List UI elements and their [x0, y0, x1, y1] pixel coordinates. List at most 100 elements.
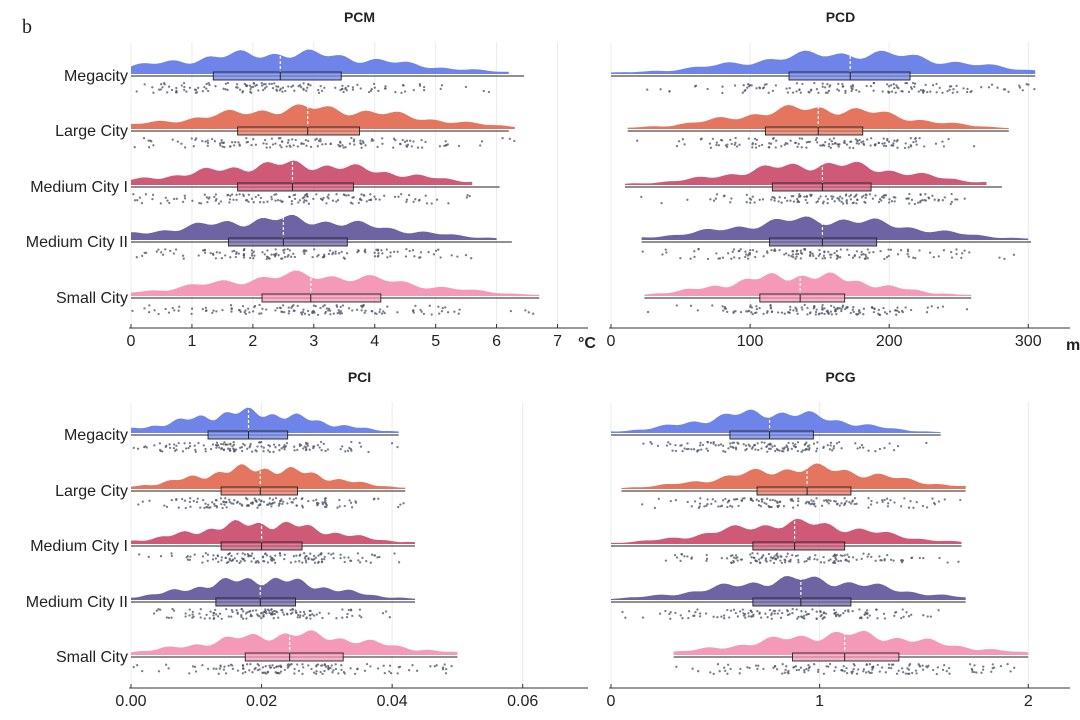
data-point — [262, 500, 266, 504]
series-small-city: Small City — [56, 268, 540, 317]
data-point — [922, 556, 925, 560]
data-point — [303, 552, 306, 555]
data-point — [789, 558, 792, 561]
data-point — [892, 83, 895, 86]
data-point — [679, 559, 682, 563]
data-point — [201, 498, 205, 502]
data-point — [319, 84, 322, 88]
data-point — [717, 444, 720, 447]
data-point — [746, 86, 749, 89]
data-point — [153, 309, 156, 312]
data-point — [805, 441, 808, 444]
category-label: Large City — [55, 123, 128, 140]
data-point — [791, 442, 795, 445]
data-point — [157, 312, 160, 316]
data-point — [864, 611, 867, 614]
data-point — [215, 667, 218, 670]
data-point — [342, 193, 345, 196]
data-point — [843, 554, 846, 557]
data-point — [692, 614, 695, 618]
data-point — [874, 450, 877, 453]
data-point — [282, 251, 286, 254]
data-point — [679, 614, 682, 617]
data-point — [843, 141, 846, 145]
data-point — [877, 200, 881, 204]
data-point — [204, 450, 207, 453]
data-point — [772, 609, 775, 613]
data-point — [746, 666, 749, 669]
data-point — [796, 252, 800, 256]
data-point — [796, 554, 799, 557]
data-point — [307, 499, 310, 503]
data-point — [315, 498, 318, 501]
data-point — [358, 614, 361, 617]
data-point — [774, 449, 777, 453]
data-point — [381, 137, 384, 140]
data-point — [347, 608, 351, 612]
data-point — [422, 85, 426, 89]
data-point — [860, 557, 863, 561]
data-point — [205, 82, 208, 86]
data-point — [990, 83, 994, 86]
data-point — [757, 558, 761, 561]
data-point — [457, 144, 461, 148]
data-point — [256, 445, 259, 448]
data-point — [171, 138, 174, 141]
series-medium-city-ii — [611, 572, 966, 620]
data-point — [243, 559, 246, 562]
data-point — [396, 672, 399, 675]
data-point — [249, 502, 253, 505]
data-point — [864, 257, 867, 260]
data-point — [381, 252, 384, 255]
data-point — [758, 198, 761, 201]
data-point — [675, 144, 679, 148]
data-point — [230, 554, 233, 558]
data-point — [822, 672, 826, 675]
data-point — [908, 202, 911, 205]
data-point — [914, 140, 918, 143]
data-point — [275, 89, 279, 92]
data-point — [843, 497, 846, 500]
data-point — [277, 504, 281, 507]
data-point — [377, 252, 380, 255]
data-point — [341, 84, 344, 88]
data-point — [996, 86, 999, 89]
data-point — [910, 613, 913, 616]
data-point — [243, 553, 247, 556]
data-point — [336, 506, 339, 509]
data-point — [337, 308, 340, 312]
data-point — [275, 193, 278, 196]
data-point — [901, 558, 904, 562]
data-point — [888, 198, 891, 201]
data-point — [214, 608, 217, 612]
data-point — [341, 144, 344, 147]
data-point — [732, 311, 735, 315]
data-point — [925, 441, 928, 445]
data-point — [679, 256, 682, 260]
data-point — [433, 665, 436, 668]
data-point — [834, 613, 838, 617]
category-label: Medium City I — [30, 179, 128, 196]
data-point — [374, 198, 377, 201]
data-point — [737, 504, 740, 508]
data-point — [815, 447, 819, 450]
data-point — [265, 672, 268, 675]
data-point — [729, 504, 732, 508]
data-point — [907, 506, 911, 509]
data-point — [912, 506, 915, 509]
data-point — [851, 85, 855, 88]
data-point — [711, 498, 714, 501]
data-point — [721, 91, 724, 95]
data-point — [759, 561, 762, 565]
data-point — [769, 142, 773, 145]
data-point — [170, 554, 174, 558]
data-point — [831, 142, 834, 146]
data-point — [420, 146, 424, 149]
data-point — [887, 201, 891, 204]
data-point — [450, 664, 453, 668]
data-point — [237, 252, 240, 255]
data-point — [270, 613, 273, 616]
data-point — [215, 613, 218, 616]
data-point — [189, 505, 192, 508]
data-point — [748, 197, 752, 200]
